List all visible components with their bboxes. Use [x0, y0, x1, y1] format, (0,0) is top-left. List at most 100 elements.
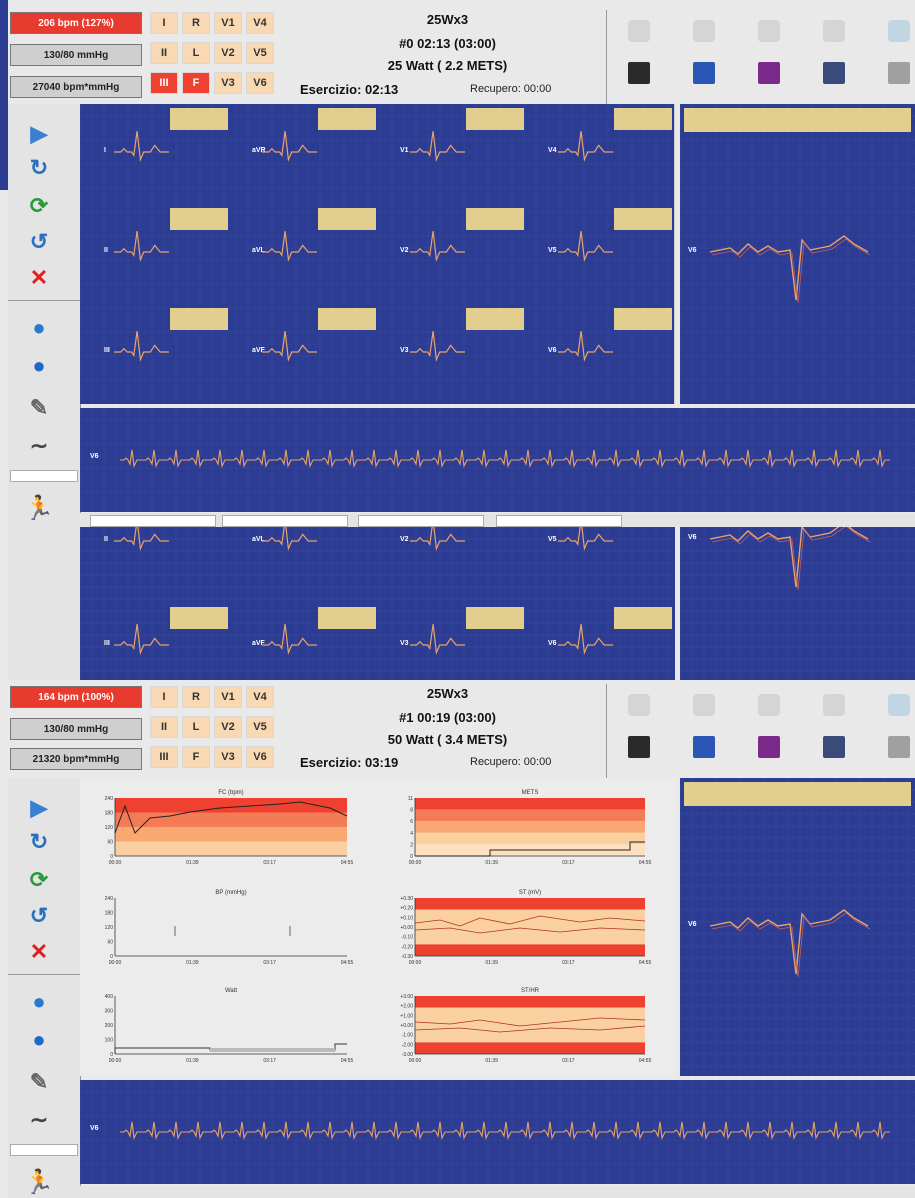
redo-icon[interactable]: ↻ [29, 155, 49, 180]
top-lead-V4[interactable]: V4 [246, 12, 274, 34]
report-icon[interactable] [823, 736, 845, 758]
top-lead-V5[interactable]: V5 [246, 42, 274, 64]
globe-icon[interactable] [888, 694, 910, 716]
bottom-lead-F[interactable]: F [182, 746, 210, 768]
bottom-lead-V5[interactable]: V5 [246, 716, 274, 738]
close-icon[interactable]: ✕ [29, 265, 49, 290]
settings-icon[interactable] [888, 62, 910, 84]
view-select-2[interactable] [222, 515, 348, 527]
search-icon[interactable] [628, 694, 650, 716]
refresh-icon[interactable]: ⟳ [29, 193, 49, 218]
bottom-lead-V4[interactable]: V4 [246, 686, 274, 708]
view-select-1[interactable] [90, 515, 216, 527]
bottom-lead-L[interactable]: L [182, 716, 210, 738]
bottom-lead-I[interactable]: I [150, 686, 178, 708]
svg-text:01:39: 01:39 [186, 1058, 199, 1064]
svg-text:04:55: 04:55 [341, 1058, 354, 1064]
svg-text:180: 180 [105, 911, 114, 917]
svg-text:8: 8 [410, 808, 413, 814]
svg-text:+0.00: +0.00 [400, 1023, 413, 1029]
bottom-lead-V6[interactable]: V6 [246, 746, 274, 768]
top-lead-V2[interactable]: V2 [214, 42, 242, 64]
bottom-lead-R[interactable]: R [182, 686, 210, 708]
top-lead-V6[interactable]: V6 [246, 72, 274, 94]
top-lead-I[interactable]: I [150, 12, 178, 34]
svg-text:BP (mmHg): BP (mmHg) [215, 890, 246, 896]
close-icon[interactable]: ✕ [29, 939, 49, 964]
speed-select[interactable] [10, 470, 78, 482]
svg-text:ST (mV): ST (mV) [519, 890, 541, 896]
svg-text:FC (bpm): FC (bpm) [218, 790, 243, 796]
top-lead-V3[interactable]: V3 [214, 72, 242, 94]
globe-icon[interactable]: ● [32, 315, 46, 340]
workload-2: 50 Watt ( 3.4 METS) [387, 732, 508, 747]
wrench-icon[interactable]: ✎ [29, 395, 49, 420]
wrench-icon[interactable]: ✎ [29, 1069, 49, 1094]
export-icon[interactable] [628, 62, 650, 84]
play-icon[interactable]: ▶ [30, 121, 48, 146]
wave-icon[interactable]: ∼ [29, 1107, 49, 1132]
svg-text:01:39: 01:39 [186, 860, 199, 866]
document-icon[interactable] [758, 20, 780, 42]
speed-select[interactable] [10, 1144, 78, 1156]
double-product-display-2: 21320 bpm*mmHg [10, 748, 142, 770]
search-icon[interactable] [628, 20, 650, 42]
globe-icon[interactable] [888, 20, 910, 42]
runner-icon[interactable]: 🏃 [24, 494, 54, 522]
bottom-lead-III[interactable]: III [150, 746, 178, 768]
lead-label-aVL: aVL [252, 247, 266, 254]
export-icon[interactable] [628, 736, 650, 758]
bottom-lead-II[interactable]: II [150, 716, 178, 738]
settings-icon[interactable] [888, 736, 910, 758]
bottom-lead-V1[interactable]: V1 [214, 686, 242, 708]
recovery-time-2: Recupero: 00:00 [470, 756, 552, 768]
svg-text:240: 240 [105, 896, 114, 902]
arrow-icon[interactable] [823, 20, 845, 42]
top-lead-III[interactable]: III [150, 72, 178, 94]
svg-text:03:17: 03:17 [562, 860, 575, 866]
wave-icon[interactable]: ∼ [29, 433, 49, 458]
undo-icon[interactable]: ↺ [29, 903, 49, 928]
redo-icon[interactable]: ↻ [29, 829, 49, 854]
refresh-icon[interactable]: ⟳ [29, 867, 49, 892]
runner-icon[interactable]: 🏃 [24, 1168, 54, 1196]
arrow-icon[interactable] [823, 694, 845, 716]
svg-text:+1.00: +1.00 [400, 1013, 413, 1019]
lead-label-V4: V4 [548, 147, 557, 154]
file-icon[interactable] [693, 62, 715, 84]
report-icon[interactable] [823, 62, 845, 84]
document-icon[interactable] [758, 694, 780, 716]
bottom-lead-V2[interactable]: V2 [214, 716, 242, 738]
svg-text:00:00: 00:00 [109, 960, 122, 966]
printer-icon[interactable] [693, 20, 715, 42]
chart-icon[interactable] [758, 62, 780, 84]
bottom-lead-V3[interactable]: V3 [214, 746, 242, 768]
top-lead-F[interactable]: F [182, 72, 210, 94]
play-icon[interactable]: ▶ [30, 795, 48, 820]
sphere-icon[interactable]: ● [32, 353, 46, 378]
undo-icon[interactable]: ↺ [29, 229, 49, 254]
top-lead-V1[interactable]: V1 [214, 12, 242, 34]
svg-text:00:00: 00:00 [409, 960, 422, 966]
top-lead-II[interactable]: II [150, 42, 178, 64]
lead-label-aVR: aVR [252, 147, 266, 154]
top-lead-R[interactable]: R [182, 12, 210, 34]
globe-icon[interactable]: ● [32, 989, 46, 1014]
svg-text:00:00: 00:00 [109, 860, 122, 866]
top-lead-L[interactable]: L [182, 42, 210, 64]
chart-icon[interactable] [758, 736, 780, 758]
svg-text:2: 2 [410, 842, 413, 848]
view-select-3[interactable] [358, 515, 484, 527]
file-icon[interactable] [693, 736, 715, 758]
blood-pressure-display-2: 130/80 mmHg [10, 718, 142, 740]
view-select-4[interactable] [496, 515, 622, 527]
lead-label-V1: V1 [400, 147, 409, 154]
stage-time: #0 02:13 (03:00) [399, 36, 496, 51]
svg-text:+0.00: +0.00 [400, 925, 413, 931]
sphere-icon[interactable]: ● [32, 1027, 46, 1052]
printer-icon[interactable] [693, 694, 715, 716]
svg-text:03:17: 03:17 [562, 1058, 575, 1064]
svg-text:180: 180 [105, 811, 114, 817]
svg-text:METS: METS [522, 790, 539, 796]
svg-text:-0.10: -0.10 [402, 935, 414, 941]
